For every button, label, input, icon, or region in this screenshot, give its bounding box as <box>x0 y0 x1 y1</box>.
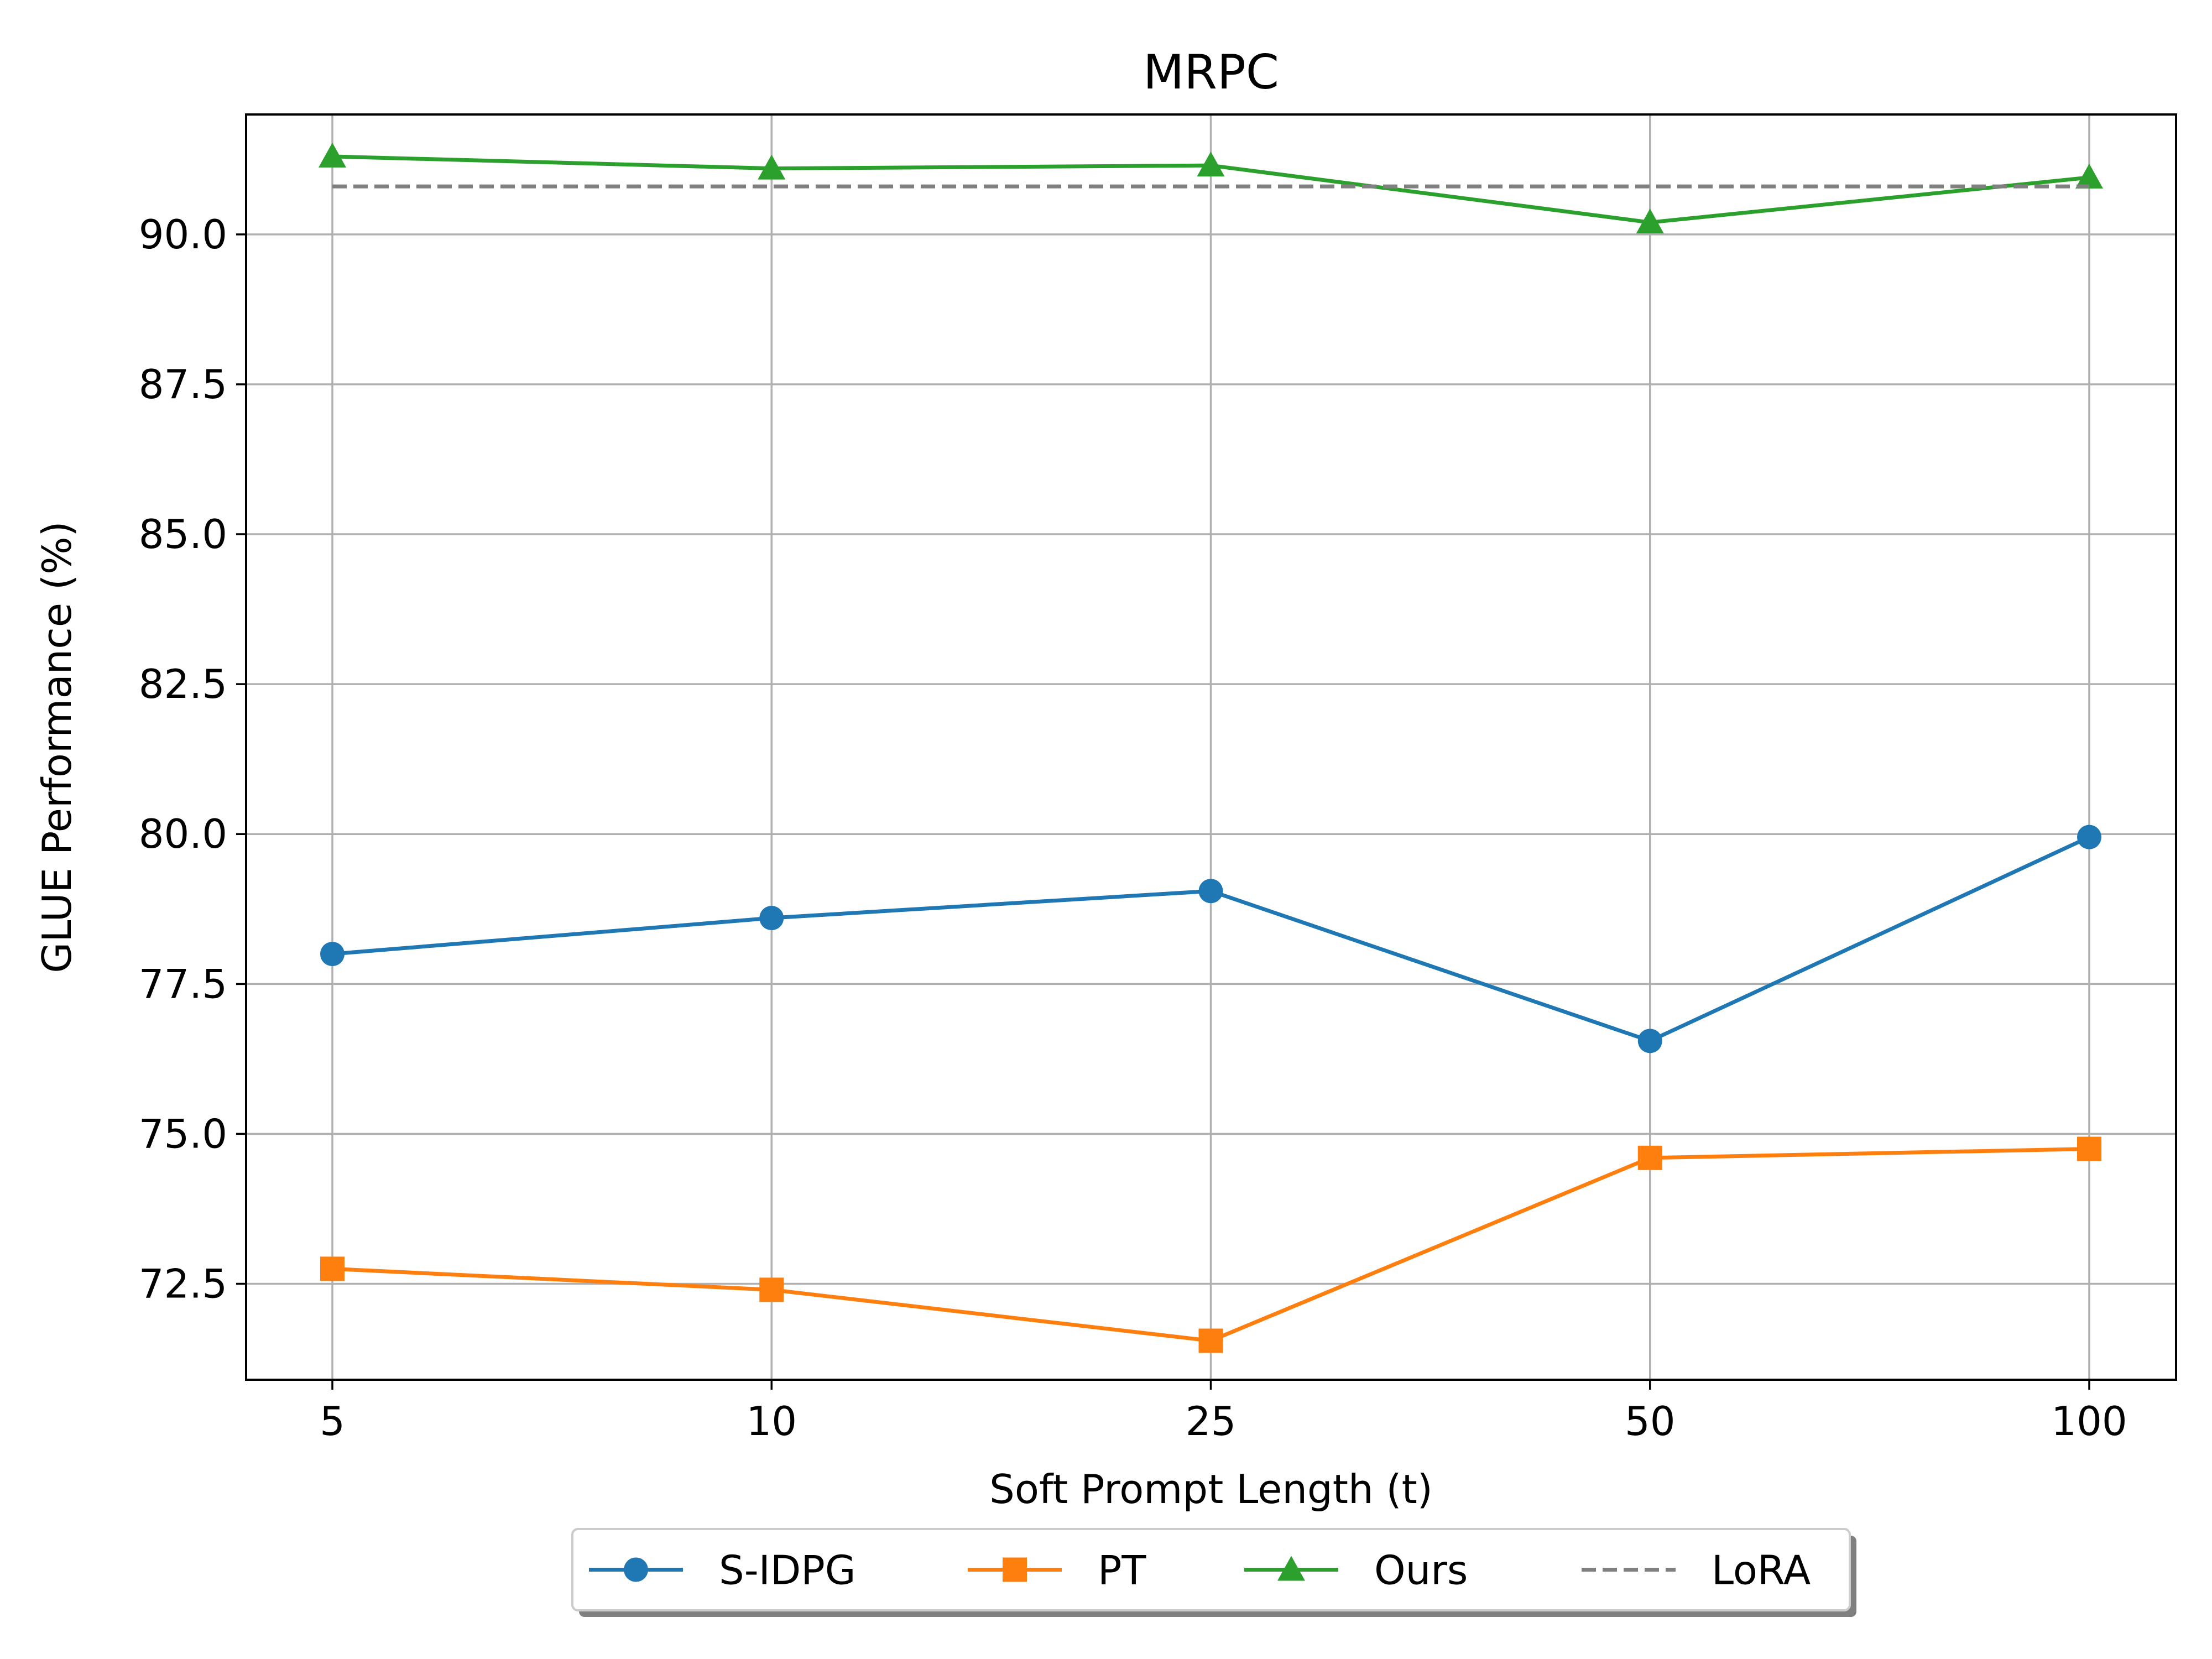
legend-swatch-marker <box>1003 1557 1027 1582</box>
y-axis-label: GLUE Performance (%) <box>34 521 80 973</box>
x-tick-label: 5 <box>320 1398 345 1444</box>
data-point-ours <box>2075 163 2103 189</box>
legend: S-IDPG PT Ours LoRA <box>571 1528 1856 1617</box>
series-s-idpg <box>320 825 2101 1053</box>
x-tick-label: 100 <box>2051 1398 2127 1444</box>
x-tick-label: 25 <box>1186 1398 1237 1444</box>
y-tick-label: 77.5 <box>139 961 227 1007</box>
series-lines <box>319 142 2103 1353</box>
y-tick-label: 75.0 <box>139 1110 227 1157</box>
legend-item-lora: LoRA <box>1582 1547 1811 1594</box>
series-pt <box>320 1136 2101 1353</box>
legend-items: S-IDPG PT Ours LoRA <box>589 1547 1811 1594</box>
data-point-ours <box>319 142 346 168</box>
x-axis-label: Soft Prompt Length (t) <box>989 1466 1433 1512</box>
y-tick-label: 85.0 <box>139 511 227 557</box>
legend-label: LoRA <box>1712 1547 1811 1594</box>
data-point-s-idpg <box>1198 879 1223 904</box>
y-tick-label: 80.0 <box>139 811 227 857</box>
grid-lines <box>246 114 2176 1380</box>
y-tick-label: 90.0 <box>139 211 227 258</box>
data-point-s-idpg <box>320 942 345 967</box>
axis-ticks: 5 10 25 50 100 72.5 75.0 77.5 80.0 82.5 85.0 87.5 90… <box>139 211 2127 1444</box>
x-tick-label: 10 <box>746 1398 797 1444</box>
legend-label: PT <box>1098 1547 1146 1594</box>
series-ours <box>319 142 2103 234</box>
data-point-s-idpg <box>2077 825 2101 849</box>
legend-swatch-marker <box>1277 1556 1305 1581</box>
legend-item-s-idpg: S-IDPG <box>589 1547 856 1594</box>
legend-box <box>571 1528 1851 1611</box>
data-point-ours <box>1636 208 1664 234</box>
chart-title: MRPC <box>1143 45 1279 100</box>
y-tick-label: 82.5 <box>139 661 227 707</box>
data-point-ours <box>758 154 786 180</box>
data-point-s-idpg <box>759 906 784 931</box>
legend-label: Ours <box>1374 1547 1468 1594</box>
data-point-s-idpg <box>1637 1029 1662 1053</box>
data-point-pt <box>759 1277 784 1302</box>
data-point-pt <box>1637 1145 1662 1170</box>
legend-label: S-IDPG <box>719 1547 856 1594</box>
y-tick-label: 87.5 <box>139 361 227 408</box>
y-tick-label: 72.5 <box>139 1261 227 1307</box>
data-point-pt <box>320 1256 345 1281</box>
data-point-ours <box>1197 152 1225 177</box>
x-tick-label: 50 <box>1625 1398 1676 1444</box>
legend-item-pt: PT <box>968 1547 1146 1594</box>
data-point-pt <box>2077 1136 2101 1161</box>
data-point-pt <box>1198 1328 1223 1353</box>
legend-item-ours: Ours <box>1244 1547 1468 1594</box>
legend-swatch-marker <box>624 1557 648 1582</box>
